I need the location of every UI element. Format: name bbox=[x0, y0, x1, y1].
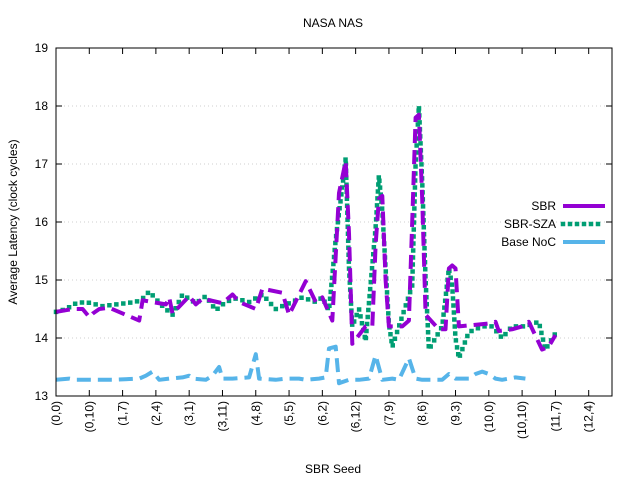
x-tick-label: (1,7) bbox=[116, 401, 130, 426]
legend-label: Base NoC bbox=[501, 235, 556, 249]
x-tick-label: (6,2) bbox=[315, 401, 329, 426]
x-tick-label: (0,0) bbox=[49, 401, 63, 426]
legend: SBR SBR-SZA Base NoC bbox=[501, 199, 608, 249]
series-lines bbox=[53, 103, 559, 386]
y-tick-label: 15 bbox=[35, 273, 49, 287]
legend-label: SBR-SZA bbox=[504, 217, 556, 231]
y-tick-labels: 13 14 15 16 17 18 19 bbox=[35, 41, 49, 403]
y-axis-label: Average Latency (clock cycles) bbox=[6, 139, 20, 304]
x-tick-label: (8,6) bbox=[415, 401, 429, 426]
x-tick-label: (4,8) bbox=[249, 401, 263, 426]
x-axis-label: SBR Seed bbox=[305, 462, 361, 476]
series-line-base-noc bbox=[55, 344, 526, 386]
x-tick-label: (3,11) bbox=[215, 401, 229, 431]
axis-ticks bbox=[55, 47, 612, 397]
x-tick-label: (3,1) bbox=[182, 401, 196, 426]
x-tick-label: (10,10) bbox=[515, 401, 529, 439]
chart-title: NASA NAS bbox=[303, 16, 363, 30]
x-tick-label: (9,3) bbox=[449, 401, 463, 426]
x-tick-label: (12,4) bbox=[582, 401, 596, 432]
x-tick-labels: (0,0) (0,10) (1,7) (2,4) (3,1) (3,11) (4,8) (5,… bbox=[49, 401, 596, 439]
x-tick-label: (0,10) bbox=[82, 401, 96, 432]
x-tick-label: (7,9) bbox=[382, 401, 396, 426]
y-tick-label: 13 bbox=[35, 389, 49, 403]
series-line-sbr bbox=[55, 112, 558, 352]
y-tick-label: 17 bbox=[35, 157, 49, 171]
x-tick-label: (11,7) bbox=[548, 401, 562, 431]
y-tick-label: 19 bbox=[35, 41, 49, 55]
x-tick-label: (2,4) bbox=[149, 401, 163, 426]
y-tick-label: 16 bbox=[35, 215, 49, 229]
y-tick-label: 18 bbox=[35, 99, 49, 113]
grid-lines bbox=[56, 105, 612, 339]
legend-label: SBR bbox=[531, 199, 556, 213]
x-tick-label: (5,5) bbox=[282, 401, 296, 426]
series-line-sbr-sza bbox=[53, 103, 559, 361]
y-tick-label: 14 bbox=[35, 331, 49, 345]
x-tick-label: (10,0) bbox=[482, 401, 496, 432]
x-tick-label: (6,12) bbox=[349, 401, 363, 432]
